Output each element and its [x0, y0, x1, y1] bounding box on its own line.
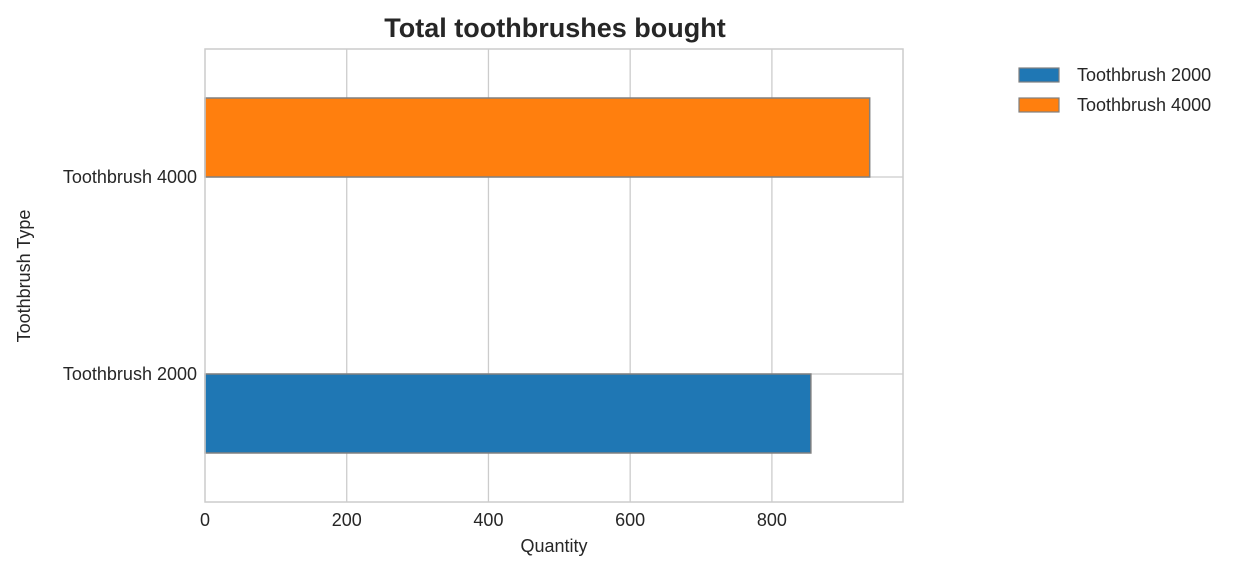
y-axis-label: Toothbrush Type — [14, 210, 34, 343]
x-axis-ticks: 0 200 400 600 800 — [200, 510, 787, 530]
bar-toothbrush-4000 — [204, 97, 871, 178]
legend-swatch — [1018, 67, 1060, 83]
x-tick-label: 0 — [200, 510, 210, 530]
plot-area — [204, 48, 904, 503]
y-tick-label: Toothbrush 4000 — [63, 167, 197, 187]
bars — [204, 97, 871, 454]
plot-frame — [204, 48, 904, 503]
x-axis-label: Quantity — [520, 536, 587, 556]
x-tick-label: 200 — [332, 510, 362, 530]
legend-swatch — [1018, 97, 1060, 113]
x-tick-label: 800 — [757, 510, 787, 530]
y-axis-ticks: Toothbrush 2000 Toothbrush 4000 — [63, 167, 197, 384]
legend-label: Toothbrush 4000 — [1077, 95, 1211, 115]
legend: Toothbrush 2000 Toothbrush 4000 — [1018, 65, 1211, 115]
x-tick-label: 600 — [615, 510, 645, 530]
y-tick-label: Toothbrush 2000 — [63, 364, 197, 384]
x-tick-label: 400 — [473, 510, 503, 530]
bar-toothbrush-2000 — [204, 373, 812, 454]
legend-label: Toothbrush 2000 — [1077, 65, 1211, 85]
chart-title: Total toothbrushes bought — [384, 13, 725, 43]
